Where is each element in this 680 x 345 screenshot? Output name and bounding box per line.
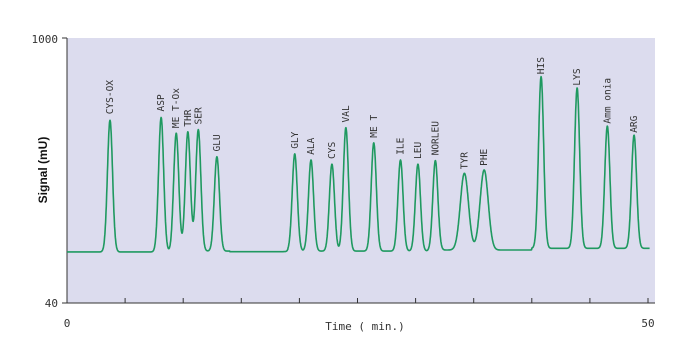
peak-label: THR (183, 109, 194, 126)
peak-label: LEU (413, 142, 424, 159)
plot-area (67, 38, 655, 303)
peak-label: SER (193, 107, 204, 124)
x-tick-label-right: 50 (641, 317, 654, 330)
peak-label: PHE (479, 148, 490, 165)
y-axis-title: Signal (mU) (36, 137, 50, 204)
x-tick-label-left: 0 (64, 317, 71, 330)
peak-label: ILE (396, 137, 407, 154)
peak-label: CYS-OX (105, 80, 116, 115)
y-tick-label-bottom: 40 (45, 297, 58, 310)
peak-label: ME T-Ox (171, 88, 182, 128)
peak-label: Amm onia (602, 78, 613, 124)
peak-label: VAL (341, 105, 352, 122)
peak-label: HIS (536, 57, 547, 74)
peak-label: ME T (369, 115, 380, 138)
peak-label: CYS (327, 142, 338, 159)
peak-label: NORLEU (430, 121, 441, 156)
y-tick-label-top: 1000 (32, 33, 59, 46)
signal-trace (66, 75, 651, 253)
peak-label: GLY (290, 131, 301, 148)
peak-label: ALA (306, 137, 317, 154)
x-axis-title: Time ( min.) (325, 320, 404, 333)
peak-label: TYR (459, 152, 470, 169)
y-ticks (62, 37, 67, 304)
peak-label: LYS (572, 68, 583, 85)
peak-label: ARG (629, 115, 640, 132)
peak-label: GLU (212, 134, 223, 151)
peak-labels: CYS-OX ASP ME T-Ox THR SER GLU GLY ALA CYS VAL ME … (105, 57, 640, 169)
peak-label: ASP (156, 94, 167, 111)
x-ticks (66, 298, 649, 303)
